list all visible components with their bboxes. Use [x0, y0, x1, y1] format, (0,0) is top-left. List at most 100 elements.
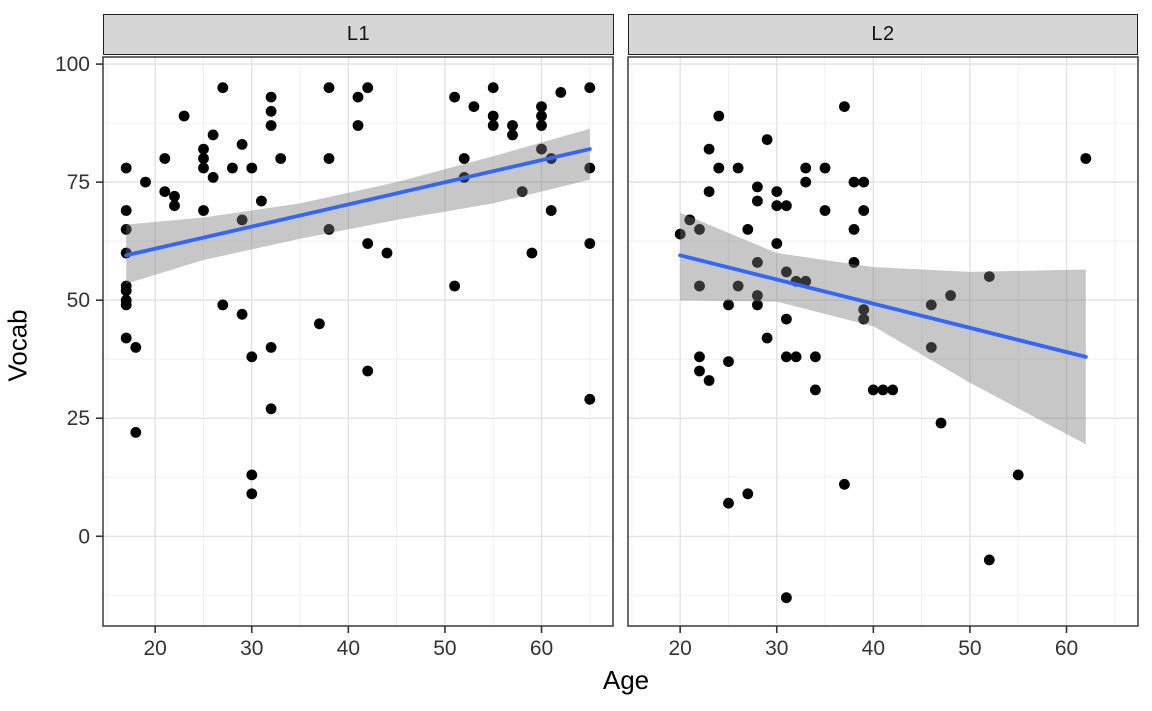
data-point [352, 120, 364, 131]
data-point [723, 299, 734, 311]
data-point [819, 205, 831, 216]
data-point [752, 257, 763, 268]
data-point [848, 257, 860, 268]
data-point [256, 195, 267, 207]
data-point [236, 214, 248, 226]
data-point [781, 592, 792, 604]
data-point [935, 417, 947, 429]
data-point [120, 285, 132, 297]
data-point [507, 129, 518, 141]
regression-line [124, 147, 592, 258]
data-point [771, 186, 783, 198]
data-point [858, 304, 870, 315]
data-point [819, 162, 831, 174]
data-point [800, 162, 812, 174]
data-point [694, 224, 705, 235]
data-point [323, 224, 335, 235]
data-point [887, 384, 899, 396]
data-point [120, 299, 132, 311]
data-point [265, 342, 277, 353]
data-point [761, 332, 773, 344]
data-point [752, 299, 763, 311]
data-point [584, 162, 596, 174]
data-point [848, 224, 860, 235]
data-point [703, 143, 715, 155]
data-point [381, 247, 393, 259]
data-point [867, 384, 879, 396]
data-point [858, 313, 870, 325]
data-point [236, 139, 248, 150]
data-point [227, 162, 238, 174]
data-point [983, 271, 995, 282]
data-point [275, 153, 287, 164]
data-point [323, 153, 335, 164]
data-point [246, 351, 258, 363]
x-axis: 20 30 40 50 60 [668, 626, 1078, 660]
data-point [516, 186, 528, 198]
data-point [265, 120, 277, 131]
data-point [945, 290, 956, 301]
data-point [140, 176, 151, 188]
data-point [352, 91, 364, 103]
data-point [198, 162, 209, 174]
data-point [781, 351, 792, 363]
data-point [198, 205, 209, 216]
data-point [536, 120, 547, 131]
data-point [742, 224, 754, 235]
data-point [536, 143, 547, 155]
data-point [198, 153, 209, 164]
data-point [858, 176, 870, 188]
data-point [449, 91, 460, 103]
data-point [120, 162, 132, 174]
data-point [555, 87, 567, 98]
confidence-ribbon [680, 212, 1086, 445]
data-point [198, 143, 209, 155]
y-tick-label: 100 [55, 53, 90, 76]
data-point [487, 82, 499, 94]
data-point [159, 153, 171, 164]
data-point [925, 299, 937, 311]
y-tick-label: 25 [67, 407, 90, 430]
data-point [781, 266, 792, 278]
data-point [694, 351, 705, 363]
x-tick-label: 30 [240, 637, 263, 660]
regression-line [678, 253, 1088, 359]
data-point [246, 488, 258, 500]
data-point [732, 162, 744, 174]
data-point [487, 110, 499, 122]
data-point [120, 332, 132, 344]
data-point [265, 105, 277, 117]
data-point [848, 176, 860, 188]
data-point [169, 200, 180, 212]
data-point [694, 280, 705, 292]
data-point [536, 110, 547, 122]
panel-border [102, 56, 614, 627]
data-point [810, 351, 821, 363]
data-point [526, 247, 538, 259]
data-point [713, 162, 725, 174]
data-point [694, 365, 705, 377]
data-point [810, 384, 821, 396]
data-point [800, 176, 812, 188]
data-point [449, 280, 460, 292]
y-tick-label: 75 [67, 171, 90, 194]
data-point [703, 186, 715, 198]
data-point [684, 214, 696, 226]
facet-strip-l1: L1 [103, 14, 614, 55]
x-tick-label: 50 [958, 637, 981, 660]
data-point [178, 110, 190, 122]
panel-background [103, 57, 613, 626]
scatter-points [674, 101, 1092, 604]
data-point [781, 313, 792, 325]
data-point [839, 101, 850, 112]
x-tick-label: 60 [1055, 637, 1078, 660]
x-tick-label: 20 [668, 637, 691, 660]
x-tick-label: 30 [765, 637, 788, 660]
data-point [713, 110, 725, 122]
data-point [120, 224, 132, 235]
data-point [752, 290, 763, 301]
y-axis: 0 25 50 75 100 [55, 53, 103, 548]
facet-strip-l1-label: L1 [346, 23, 371, 45]
x-tick-label: 40 [337, 637, 360, 660]
data-point [207, 172, 219, 183]
